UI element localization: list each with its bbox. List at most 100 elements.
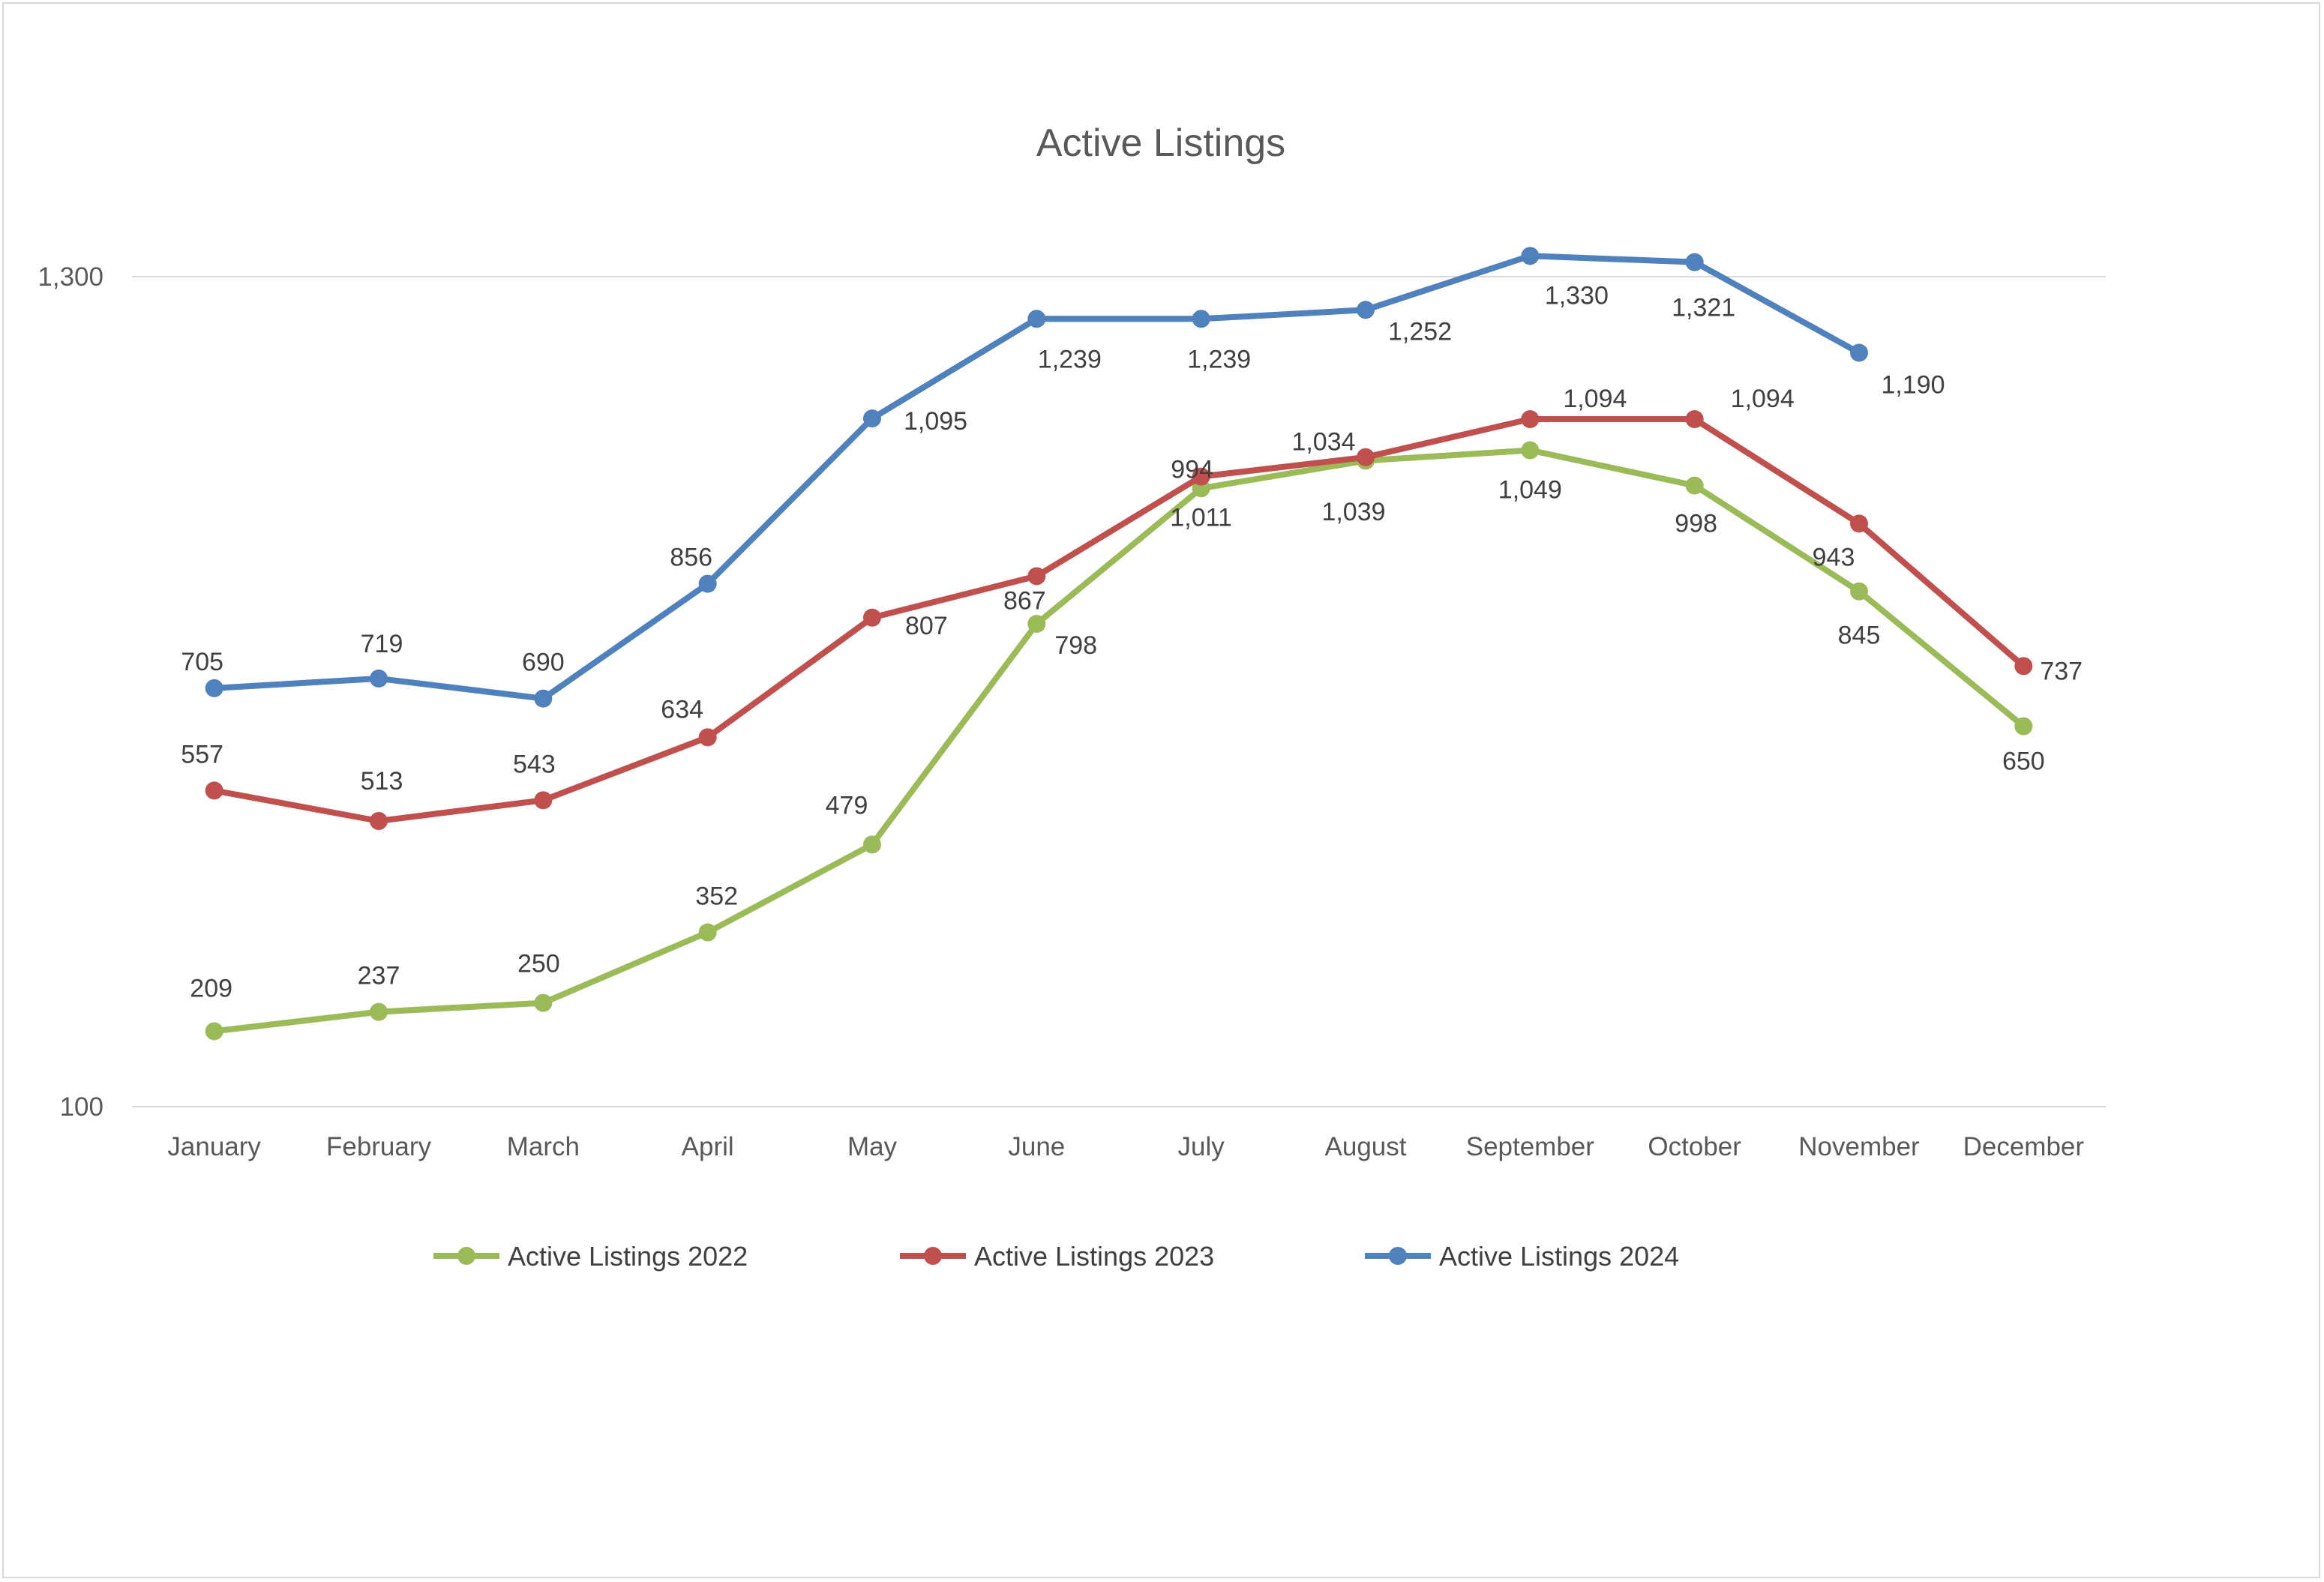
data-label-active-listings-2023: 737 (2040, 657, 2083, 685)
data-label-active-listings-2024: 1,239 (1038, 345, 1102, 373)
data-label-active-listings-2022: 650 (2002, 748, 2045, 776)
data-point-active-listings-2022 (1521, 441, 1540, 460)
data-point-active-listings-2023 (534, 791, 553, 810)
data-point-active-listings-2023 (1521, 410, 1540, 429)
chart-title: Active Listings (1036, 121, 1285, 165)
x-tick-label: August (1325, 1132, 1407, 1161)
data-point-active-listings-2024 (370, 669, 388, 688)
data-point-active-listings-2023 (698, 728, 717, 747)
x-tick-label: April (682, 1132, 734, 1161)
x-tick-label: December (1963, 1132, 2085, 1161)
data-point-active-listings-2024 (698, 574, 717, 593)
data-label-active-listings-2022: 209 (190, 974, 232, 1002)
data-point-active-listings-2023 (205, 781, 223, 800)
x-tick-label: January (167, 1132, 261, 1161)
data-label-active-listings-2023: 1,039 (1321, 498, 1385, 526)
data-label-active-listings-2023: 867 (1003, 586, 1046, 615)
data-point-active-listings-2024 (863, 409, 881, 428)
legend-label: Active Listings 2024 (1439, 1241, 1679, 1272)
data-label-active-listings-2024: 1,321 (1672, 294, 1735, 322)
x-tick-label: July (1178, 1132, 1225, 1161)
data-point-active-listings-2024 (1357, 301, 1375, 319)
y-axis-tick-labels: 100 1,300 (37, 262, 103, 1122)
y-tick-label: 100 (60, 1092, 103, 1122)
data-labels: 209 237 250 352 479 798 994 1,034 1,049 998 845 650… (181, 281, 2083, 1002)
x-tick-label: September (1466, 1132, 1595, 1161)
data-label-active-listings-2022: 1,049 (1498, 476, 1562, 505)
x-tick-label: June (1008, 1132, 1065, 1161)
data-label-active-listings-2023: 1,094 (1731, 385, 1795, 413)
x-tick-label: February (326, 1132, 432, 1161)
data-label-active-listings-2023: 943 (1813, 543, 1855, 571)
data-point-active-listings-2022 (534, 993, 553, 1012)
data-label-active-listings-2023: 1,094 (1563, 385, 1627, 413)
data-point-active-listings-2024 (534, 689, 553, 708)
series-line-active-listings-2023 (211, 416, 2027, 824)
data-point-active-listings-2023 (1192, 467, 1210, 486)
data-point-active-listings-2024 (1027, 310, 1046, 328)
legend-item: Active Listings 2024 (1365, 1241, 1679, 1272)
data-label-active-listings-2023: 543 (513, 750, 556, 778)
data-label-active-listings-2023: 807 (905, 612, 948, 640)
data-label-active-listings-2022: 998 (1675, 510, 1717, 538)
data-point-active-listings-2022 (1685, 476, 1704, 495)
data-label-active-listings-2024: 1,190 (1881, 370, 1945, 399)
data-label-active-listings-2022: 798 (1054, 631, 1097, 660)
data-point-active-listings-2023 (863, 608, 881, 627)
data-point-active-listings-2023 (1357, 448, 1375, 466)
legend: Active Listings 2022 Active Listings 2023… (433, 1241, 1679, 1272)
data-point-active-listings-2024 (1685, 253, 1704, 271)
legend-label: Active Listings 2022 (508, 1241, 748, 1272)
data-label-active-listings-2022: 237 (358, 962, 400, 990)
data-label-active-listings-2024: 719 (361, 630, 403, 658)
data-label-active-listings-2023: 1,011 (1170, 504, 1232, 532)
gridlines (132, 276, 2106, 1107)
data-point-active-listings-2023 (370, 812, 388, 831)
data-point-active-listings-2024 (1850, 343, 1868, 362)
data-label-active-listings-2024: 1,095 (904, 407, 967, 436)
data-point-active-listings-2022 (2014, 717, 2033, 736)
data-point-active-listings-2022 (698, 923, 717, 942)
data-label-active-listings-2023: 557 (181, 740, 223, 769)
data-point-active-listings-2022 (370, 1002, 388, 1021)
x-tick-label: November (1798, 1132, 1920, 1161)
data-label-active-listings-2023: 634 (661, 695, 703, 724)
data-label-active-listings-2024: 1,239 (1187, 345, 1251, 373)
data-point-active-listings-2023 (1850, 514, 1868, 533)
data-point-active-listings-2023 (1027, 567, 1046, 586)
data-point-active-listings-2024 (1521, 247, 1540, 265)
data-label-active-listings-2022: 845 (1838, 622, 1881, 650)
series-line-active-listings-2022 (211, 447, 2027, 1035)
legend-marker (924, 1247, 942, 1265)
legend-item: Active Listings 2023 (900, 1241, 1214, 1272)
data-point-active-listings-2023 (1685, 410, 1704, 429)
data-label-active-listings-2022: 352 (695, 882, 738, 911)
data-label-active-listings-2022: 994 (1171, 455, 1213, 484)
data-point-active-listings-2022 (1850, 582, 1868, 601)
x-tick-label: October (1648, 1132, 1741, 1161)
data-label-active-listings-2024: 856 (670, 544, 712, 572)
legend-label: Active Listings 2023 (974, 1241, 1214, 1272)
data-point-active-listings-2022 (863, 835, 881, 854)
data-point-active-listings-2024 (205, 679, 223, 697)
legend-marker (1389, 1247, 1407, 1265)
data-point-active-listings-2024 (1192, 310, 1210, 328)
y-tick-label: 1,300 (37, 262, 103, 292)
series-lines (205, 247, 2033, 1041)
data-point-active-listings-2023 (2014, 657, 2033, 676)
legend-item: Active Listings 2022 (433, 1241, 748, 1272)
data-point-active-listings-2022 (205, 1022, 223, 1041)
data-label-active-listings-2022: 250 (517, 950, 560, 978)
data-label-active-listings-2024: 705 (181, 648, 223, 676)
x-axis-tick-labels: January February March April May June July Augu… (167, 1132, 2084, 1161)
data-label-active-listings-2023: 513 (361, 767, 403, 795)
legend-marker (457, 1247, 475, 1265)
data-label-active-listings-2022: 1,034 (1291, 427, 1355, 456)
x-tick-label: May (847, 1132, 898, 1161)
x-tick-label: March (507, 1132, 580, 1161)
data-label-active-listings-2024: 1,252 (1388, 317, 1452, 346)
data-label-active-listings-2024: 690 (522, 649, 565, 677)
data-label-active-listings-2024: 1,330 (1545, 281, 1609, 310)
